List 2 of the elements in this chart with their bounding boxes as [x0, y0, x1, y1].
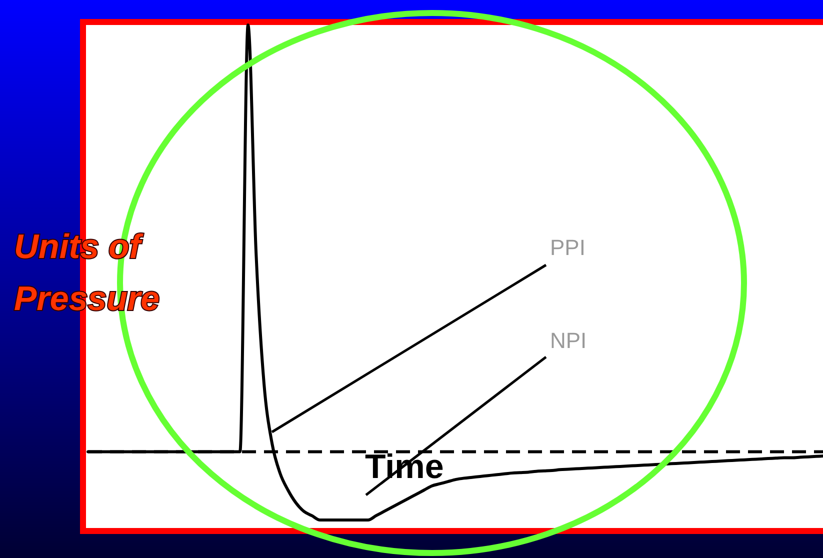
annotation: PPI [550, 235, 586, 260]
annotation: NPI [550, 328, 587, 353]
